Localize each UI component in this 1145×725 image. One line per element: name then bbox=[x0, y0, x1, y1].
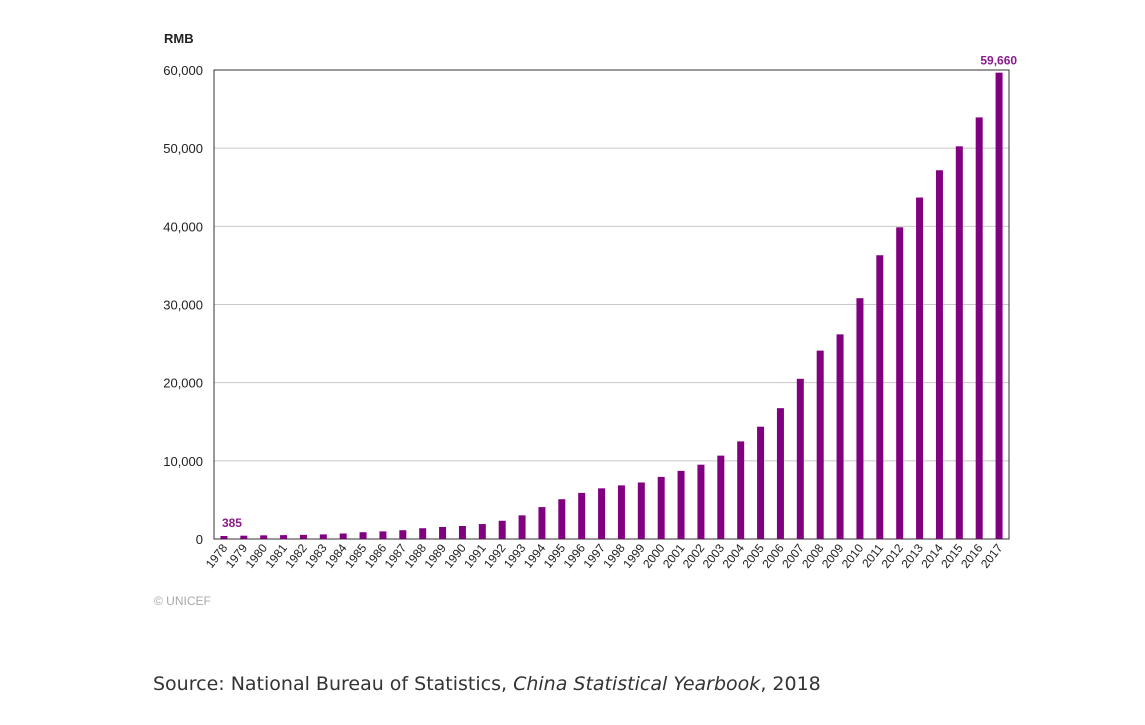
x-tick-label: 1984 bbox=[322, 541, 350, 571]
x-tick-label: 2017 bbox=[978, 541, 1006, 571]
bar bbox=[399, 530, 407, 539]
x-tick-label: 2009 bbox=[819, 541, 847, 571]
bar bbox=[637, 482, 645, 539]
x-tick-label: 1981 bbox=[262, 541, 290, 571]
bar bbox=[935, 170, 943, 539]
bar bbox=[598, 488, 606, 539]
bar bbox=[975, 117, 983, 539]
bar bbox=[518, 515, 526, 539]
source-caption: Source: National Bureau of Statistics, C… bbox=[153, 673, 821, 695]
x-tick-label: 2015 bbox=[938, 541, 966, 571]
bar bbox=[617, 485, 625, 539]
x-tick-label: 1983 bbox=[302, 541, 330, 571]
x-tick-label: 1999 bbox=[620, 541, 648, 571]
source-suffix: , 2018 bbox=[760, 673, 821, 695]
x-tick-label: 1990 bbox=[441, 541, 469, 571]
bar bbox=[796, 378, 804, 539]
bar bbox=[677, 470, 685, 539]
x-tick-label: 1987 bbox=[382, 541, 410, 571]
bar bbox=[737, 441, 745, 539]
bar bbox=[379, 531, 387, 539]
source-prefix: Source: National Bureau of Statistics, bbox=[153, 673, 514, 695]
plot-frame bbox=[213, 69, 1010, 540]
bar bbox=[876, 255, 884, 539]
bar bbox=[995, 72, 1003, 540]
x-tick-label: 2005 bbox=[739, 541, 767, 571]
bar bbox=[578, 492, 586, 539]
x-tick-label: 2013 bbox=[898, 541, 926, 571]
x-tick-label: 1985 bbox=[342, 541, 370, 571]
chart-panel: 0 10,000 20,000 30,000 40,000 50,000 60,000 RMB… bbox=[150, 0, 1020, 620]
x-tick-label: 1991 bbox=[461, 541, 489, 571]
bar bbox=[697, 464, 705, 539]
x-tick-label: 1986 bbox=[362, 541, 390, 571]
bar bbox=[419, 528, 427, 539]
x-tick-label: 1993 bbox=[501, 541, 529, 571]
x-tick-label: 2003 bbox=[700, 541, 728, 571]
x-tick-label: 2006 bbox=[759, 541, 787, 571]
bar-chart: 0 10,000 20,000 30,000 40,000 50,000 60,000 RMB… bbox=[163, 31, 1017, 571]
x-tick-label: 1997 bbox=[580, 541, 608, 571]
x-tick-label: 2002 bbox=[680, 541, 708, 571]
x-tick-label: 1988 bbox=[402, 541, 430, 571]
bar bbox=[240, 535, 248, 539]
y-tick-label: 10,000 bbox=[163, 454, 203, 469]
x-tick-label: 1996 bbox=[561, 541, 589, 571]
y-tick-label: 20,000 bbox=[163, 376, 203, 391]
bar bbox=[836, 334, 844, 539]
x-tick-label: 2016 bbox=[958, 541, 986, 571]
credit-label: © UNICEF bbox=[154, 594, 211, 608]
bar bbox=[538, 507, 546, 539]
bar bbox=[220, 535, 228, 539]
data-label: 385 bbox=[222, 516, 242, 530]
y-tick-label: 50,000 bbox=[163, 141, 203, 156]
x-tick-label: 2001 bbox=[660, 541, 688, 571]
y-tick-label: 0 bbox=[196, 532, 203, 547]
x-tick-label: 2010 bbox=[839, 541, 867, 571]
x-tick-label: 1978 bbox=[203, 541, 231, 571]
bar bbox=[776, 408, 784, 539]
bar bbox=[260, 535, 268, 539]
bar bbox=[458, 526, 466, 539]
bar bbox=[657, 476, 665, 539]
x-tick-label: 1980 bbox=[243, 541, 271, 571]
bar bbox=[717, 455, 725, 539]
bar bbox=[558, 499, 566, 539]
bar bbox=[955, 146, 963, 539]
x-tick-label: 1989 bbox=[421, 541, 449, 571]
y-axis-label: RMB bbox=[164, 31, 194, 46]
x-tick-label: 1992 bbox=[481, 541, 509, 571]
bar bbox=[896, 227, 904, 539]
x-tick-label: 2000 bbox=[640, 541, 668, 571]
x-tick-label: 1982 bbox=[282, 541, 310, 571]
x-tick-label: 1994 bbox=[521, 541, 549, 571]
x-tick-label: 2007 bbox=[779, 541, 807, 571]
bar bbox=[439, 526, 447, 539]
x-tick-label: 1979 bbox=[223, 541, 251, 571]
source-title: China Statistical Yearbook bbox=[513, 673, 761, 695]
bar bbox=[816, 350, 824, 539]
bar bbox=[757, 426, 765, 539]
bar bbox=[916, 197, 924, 539]
x-tick-label: 2014 bbox=[918, 541, 946, 571]
bar bbox=[319, 534, 327, 539]
bar bbox=[359, 532, 367, 539]
bar bbox=[339, 533, 347, 539]
bar bbox=[299, 534, 307, 539]
x-tick-label: 2012 bbox=[879, 541, 907, 571]
bar bbox=[856, 298, 864, 539]
x-tick-label: 1995 bbox=[541, 541, 569, 571]
x-tick-label: 2008 bbox=[799, 541, 827, 571]
x-tick-label: 2004 bbox=[720, 541, 748, 571]
bar bbox=[478, 524, 486, 539]
y-tick-label: 40,000 bbox=[163, 219, 203, 234]
bar bbox=[498, 520, 506, 539]
y-tick-label: 60,000 bbox=[163, 63, 203, 78]
x-tick-label: 1998 bbox=[600, 541, 628, 571]
y-tick-label: 30,000 bbox=[163, 298, 203, 313]
bar bbox=[280, 535, 288, 539]
data-label: 59,660 bbox=[980, 54, 1017, 68]
